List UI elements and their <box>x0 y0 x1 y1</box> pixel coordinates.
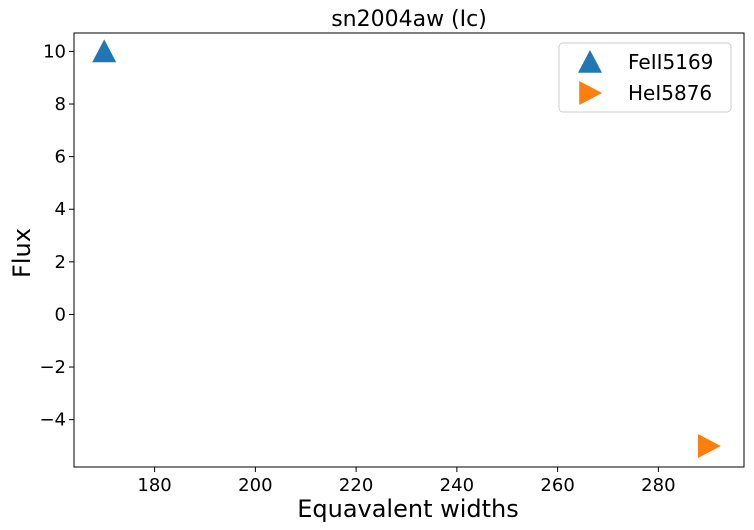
x-tick-label: 260 <box>540 475 574 496</box>
x-tick-label: 220 <box>339 475 373 496</box>
legend-box <box>558 42 732 113</box>
y-tick-label: 6 <box>55 147 66 168</box>
x-tick-label: 200 <box>238 475 272 496</box>
y-tick-label: 2 <box>55 252 66 273</box>
x-axis-label: Equavalent widths <box>297 495 519 523</box>
y-tick-label: 10 <box>43 41 66 62</box>
legend-label: FeII5169 <box>628 50 713 74</box>
x-tick-label: 240 <box>440 475 474 496</box>
y-tick-label: 4 <box>55 199 66 220</box>
x-tick-label: 280 <box>641 475 675 496</box>
y-tick-label: 0 <box>55 304 66 325</box>
legend-marker-feii5169 <box>578 50 602 73</box>
x-axis: 180 200 220 240 260 280 <box>137 467 676 496</box>
legend: FeII5169 HeI5876 <box>558 42 732 113</box>
x-tick-label: 180 <box>137 475 171 496</box>
legend-marker-hei5876 <box>579 81 602 105</box>
legend-label: HeI5876 <box>628 81 712 105</box>
y-tick-label: −2 <box>39 357 66 378</box>
data-point-feii5169 <box>92 39 117 63</box>
y-tick-label: −4 <box>39 410 66 431</box>
data-point-hei5876 <box>697 433 721 458</box>
chart-title: sn2004aw (Ic) <box>331 7 487 32</box>
y-axis: 10 8 6 4 2 0 −2 −4 <box>39 41 74 431</box>
data-points <box>92 39 721 458</box>
y-tick-label: 8 <box>55 94 66 115</box>
plot-area <box>73 32 745 468</box>
y-axis-label: Flux <box>8 228 36 278</box>
